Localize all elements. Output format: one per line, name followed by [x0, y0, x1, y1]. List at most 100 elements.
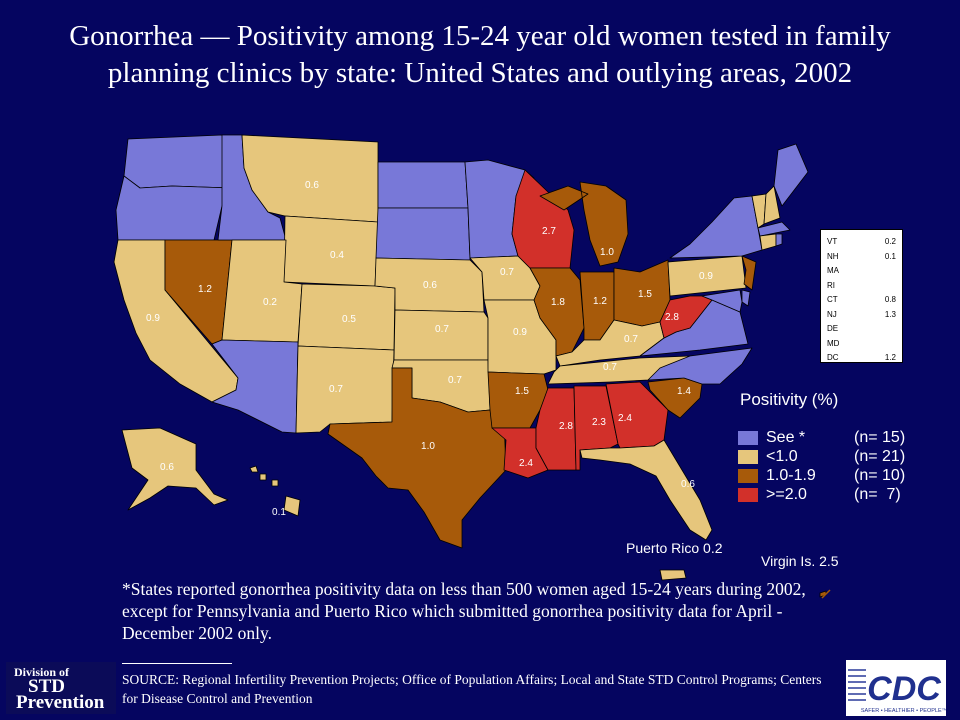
state-value-ky: 0.7 [624, 334, 638, 345]
state-md [701, 289, 743, 313]
state-value-tx: 1.0 [421, 441, 435, 452]
inset-row: RI [827, 279, 896, 294]
state-fl [579, 439, 713, 541]
state-value-mt: 0.6 [305, 180, 319, 191]
state-pa [667, 255, 747, 297]
state-value-ne: 0.6 [423, 280, 437, 291]
divider [122, 663, 232, 664]
legend-label: <1.0 [766, 447, 798, 465]
std-logo-line3: Prevention [16, 692, 105, 713]
state-value-ks: 0.7 [435, 324, 449, 335]
state-value-al: 2.3 [592, 417, 606, 428]
legend-swatch [738, 449, 758, 464]
page-title: Gonorrhea — Positivity among 15-24 year … [69, 20, 891, 89]
state-hi [249, 465, 301, 517]
state-value-wi: 2.7 [542, 226, 556, 237]
state-value-wy: 0.4 [330, 250, 344, 261]
state-value-pa: 0.9 [699, 271, 713, 282]
state-nh [763, 185, 781, 225]
state-nd [377, 161, 469, 209]
cdc-logo-tagline: SAFER • HEALTHIER • PEOPLE™ [861, 708, 946, 714]
state-value-hi: 0.1 [272, 507, 286, 518]
state-ny [669, 195, 763, 259]
state-value-tn: 0.7 [603, 362, 617, 373]
std-logo-line2: STD [28, 676, 65, 697]
state-value-ak: 0.6 [160, 462, 174, 473]
legend-title: Positivity (%) [740, 390, 839, 409]
state-nj [741, 255, 757, 291]
state-ks [393, 309, 489, 361]
state-value-la: 2.4 [519, 458, 533, 469]
state-ma [757, 221, 791, 237]
state-value-wv: 2.8 [665, 312, 679, 323]
inset-state: CT [827, 295, 838, 304]
cdc-logo: CDC SAFER • HEALTHIER • PEOPLE™ [846, 660, 946, 716]
legend-item: <1.0 (n= 21) [738, 447, 918, 466]
state-sd [375, 207, 471, 261]
legend: Positivity (%) See * (n= 15) <1.0 (n= 21) 1.… [738, 390, 918, 504]
inset-row: VT 0.2 [827, 235, 896, 250]
inset-row: MA [827, 264, 896, 279]
inset-value: 1.2 [884, 353, 896, 362]
inset-state: MA [827, 266, 839, 275]
legend-label: See * [766, 428, 806, 446]
inset-row: NH 0.1 [827, 250, 896, 265]
cdc-logo-text: CDC [867, 670, 941, 708]
state-ar [487, 371, 549, 429]
legend-item: 1.0-1.9 (n= 10) [738, 466, 918, 485]
legend-swatch [738, 430, 758, 445]
puerto-rico-label: Puerto Rico 0.2 [626, 540, 723, 556]
legend-count: (n= 15) [854, 428, 906, 446]
state-value-in: 1.2 [593, 296, 607, 307]
state-value-ga: 2.4 [618, 413, 632, 424]
inset-state: MD [827, 338, 840, 348]
state-value-oh: 1.5 [638, 289, 652, 300]
inset-state: NJ [827, 309, 837, 319]
legend-count: (n= 21) [854, 447, 906, 465]
inset-row: CT 0.8 [827, 293, 896, 308]
inset-state: NH [827, 251, 839, 261]
state-value-il: 1.8 [551, 297, 565, 308]
state-value-mo: 0.9 [513, 327, 527, 338]
legend-count: (n= 7) [854, 485, 901, 503]
state-de [741, 289, 751, 307]
state-value-sc: 1.4 [677, 386, 691, 397]
inset-value: 0.8 [884, 295, 896, 304]
legend-count: (n= 10) [854, 466, 906, 484]
state-value-co: 0.5 [342, 314, 356, 325]
legend-swatch [738, 468, 758, 483]
state-value-ms: 2.8 [559, 421, 573, 432]
state-value-nv: 1.2 [198, 284, 212, 295]
legend-label: >=2.0 [766, 485, 807, 503]
state-value-ok: 0.7 [448, 375, 462, 386]
inset-state: VT [827, 237, 838, 246]
legend-swatch [738, 487, 758, 502]
state-value-ar: 1.5 [515, 386, 529, 397]
inset-row: DE [827, 322, 896, 337]
inset-value: 0.1 [884, 251, 896, 261]
legend-item: See * (n= 15) [738, 428, 918, 447]
footnote: *States reported gonorrhea positivity da… [122, 579, 806, 643]
std-division-logo: Division of STD Prevention [6, 662, 116, 714]
source-text: SOURCE: Regional Infertility Prevention … [122, 672, 822, 706]
inset-row: NJ 1.3 [827, 308, 896, 323]
virgin-islands-label: Virgin Is. 2.5 [761, 553, 839, 569]
state-tx [327, 367, 507, 549]
state-wi [511, 169, 575, 269]
inset-value: 1.3 [884, 309, 896, 319]
inset-row: DC 1.2 [827, 351, 896, 366]
state-pr [659, 569, 687, 581]
state-wa [123, 134, 233, 189]
legend-item: >=2.0 (n= 7) [738, 485, 918, 504]
state-mt [241, 134, 379, 223]
state-ri [775, 233, 783, 247]
std-logo-line1: Division of [14, 665, 70, 679]
inset-value: 0.2 [884, 237, 896, 246]
state-nm [295, 345, 395, 434]
state-ky [555, 319, 665, 367]
inset-state: DC [827, 353, 839, 362]
small-states-table: VT 0.2 NH 0.1 MA RI CT 0.8 NJ 1.3 DE MD DC 1.2 [820, 229, 903, 363]
inset-row: MD [827, 337, 896, 352]
inset-state: DE [827, 324, 839, 333]
